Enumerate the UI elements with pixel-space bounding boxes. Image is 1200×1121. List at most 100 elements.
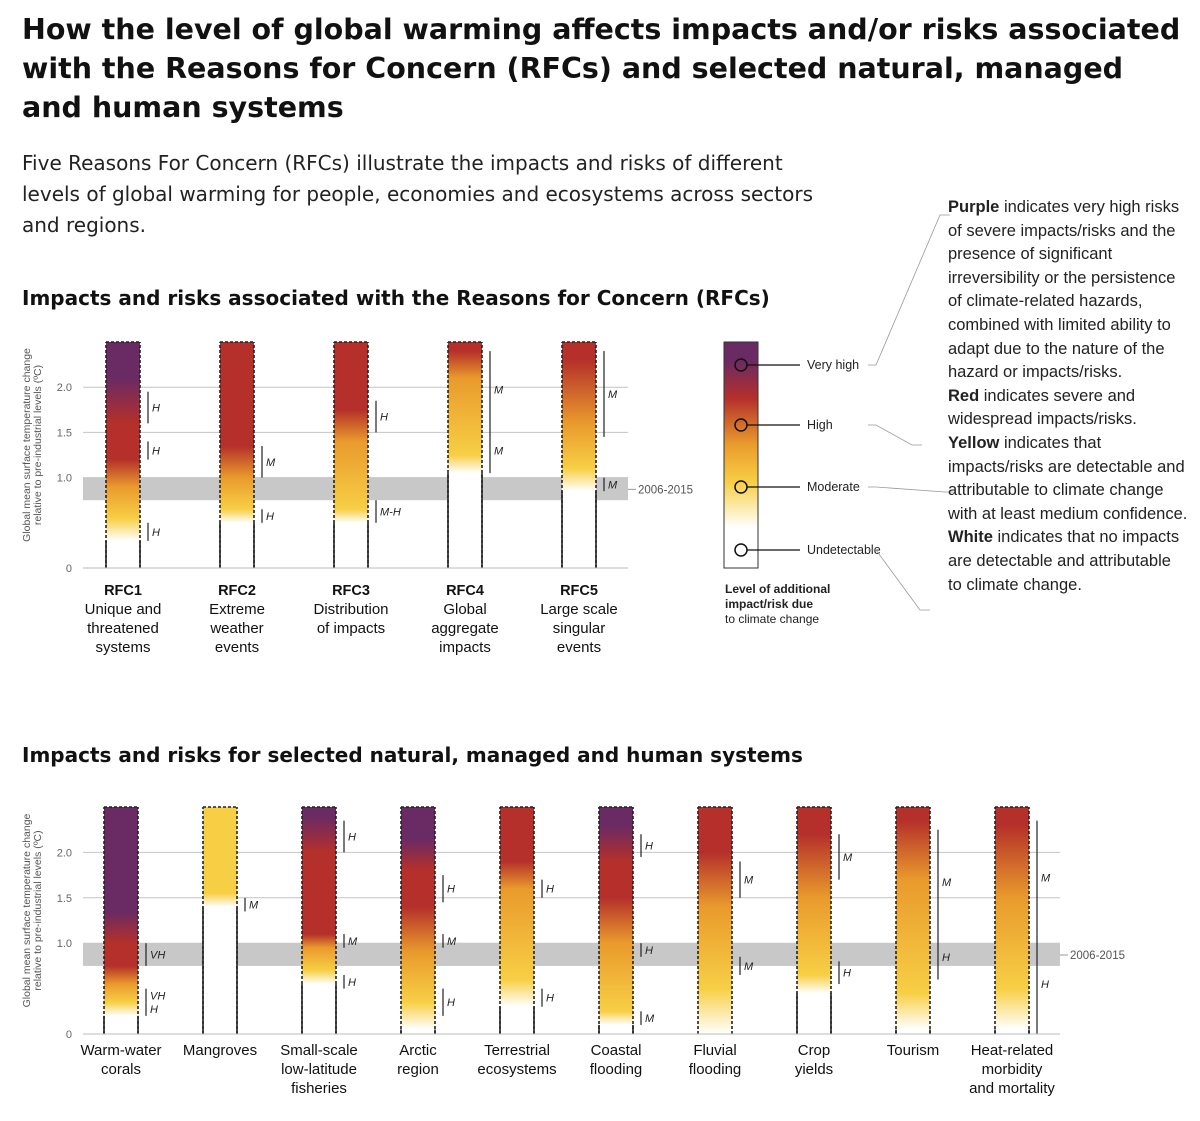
category-label: Arctic xyxy=(399,1042,437,1059)
legend-connector xyxy=(868,549,930,611)
risk-bar-fill xyxy=(448,342,482,568)
risk-bar-system-2: M xyxy=(202,806,259,1034)
risk-bar-system-1: H VH VH xyxy=(103,806,165,1034)
confidence-label: H xyxy=(942,952,950,964)
category-label: Tourism xyxy=(887,1042,940,1059)
confidence-label: H xyxy=(152,445,160,457)
category-label: Warm-water xyxy=(80,1042,161,1059)
risk-bar-system-5: HH xyxy=(499,806,554,1034)
confidence-label: M xyxy=(843,852,853,864)
legend-description: indicates very high risks of severe impa… xyxy=(948,198,1180,382)
category-label: threatened xyxy=(87,620,159,637)
y-tick-label: 0 xyxy=(66,563,72,575)
risk-bar-system-3: H M H xyxy=(301,806,358,1034)
y-tick-label: 1.0 xyxy=(57,473,72,485)
category-label: and mortality xyxy=(969,1080,1055,1097)
rfc-chart: 2006-2015 0 1.0 1.5 2.0 Global mean surface t… xyxy=(21,341,693,656)
confidence-label: H xyxy=(380,412,388,424)
legend-connector xyxy=(868,486,955,493)
legend-caption: Level of additional xyxy=(725,582,830,596)
category-label: Small-scale xyxy=(280,1042,358,1059)
category-label: low-latitude xyxy=(281,1061,357,1078)
risk-bar-fill xyxy=(500,807,534,1034)
risk-bar-fill xyxy=(599,807,633,1034)
category-label: systems xyxy=(95,639,150,656)
risk-level-legend: Very high High Moderate Undetectable Level o… xyxy=(723,214,955,626)
confidence-label: H xyxy=(152,403,160,415)
category-label: morbidity xyxy=(982,1061,1043,1078)
confidence-label: M xyxy=(608,479,618,491)
band-label: 2006-2015 xyxy=(638,484,693,496)
category-label: singular xyxy=(553,620,606,637)
risk-bar-fill xyxy=(302,807,336,1034)
legend-caption: impact/risk due xyxy=(725,597,813,611)
confidence-label: M xyxy=(744,875,754,887)
risk-bar-system-9: HM xyxy=(895,806,952,1034)
legend-term: Red xyxy=(948,386,980,405)
confidence-label: H xyxy=(150,1004,158,1016)
risk-bar-system-6: M H H xyxy=(598,806,655,1034)
category-label: yields xyxy=(795,1061,833,1078)
legend-note-item: Yellow indicates that impacts/risks are … xyxy=(948,432,1188,526)
confidence-label: VH xyxy=(150,990,165,1002)
confidence-label: H xyxy=(447,884,455,896)
y-axis-label: relative to pre-industrial levels (ºC) xyxy=(32,365,44,525)
y-axis-label: relative to pre-industrial levels (ºC) xyxy=(32,830,44,990)
confidence-label: M xyxy=(494,445,504,457)
category-label: fisheries xyxy=(291,1080,347,1097)
risk-bar-rfc4: MM xyxy=(447,341,504,568)
category-label: Heat-related xyxy=(971,1042,1054,1059)
category-label: Mangroves xyxy=(183,1042,257,1059)
category-code: RFC5 xyxy=(560,583,598,599)
confidence-label: M xyxy=(1041,872,1051,884)
confidence-label: H xyxy=(1041,979,1049,991)
confidence-label: M xyxy=(447,936,457,948)
category-label: Distribution xyxy=(313,601,388,618)
confidence-label: H xyxy=(645,945,653,957)
legend-description: indicates that impacts/risks are detecta… xyxy=(948,433,1188,523)
category-label: Extreme xyxy=(209,601,265,618)
category-code: RFC3 xyxy=(332,583,370,599)
confidence-label: H xyxy=(546,884,554,896)
y-tick-label: 0 xyxy=(66,1029,72,1041)
band-label: 2006-2015 xyxy=(1070,950,1125,962)
legend-level-label: Undetectable xyxy=(807,543,881,557)
category-label: region xyxy=(397,1061,439,1078)
y-tick-label: 2.0 xyxy=(57,382,72,394)
category-label: Coastal xyxy=(591,1042,642,1059)
confidence-label: H xyxy=(645,841,653,853)
y-axis-label: Global mean surface temperature change xyxy=(21,348,33,542)
legend-connector xyxy=(868,424,922,446)
risk-bar-fill xyxy=(401,807,435,1034)
category-label: events xyxy=(215,639,259,656)
risk-bar-fill xyxy=(203,807,237,1034)
category-label: aggregate xyxy=(431,620,499,637)
risk-bar-rfc1: H H H xyxy=(105,341,160,568)
legend-level-label: High xyxy=(807,418,833,432)
risk-bar-fill xyxy=(106,342,140,568)
category-label: Fluvial xyxy=(693,1042,736,1059)
legend-level-label: Moderate xyxy=(807,480,860,494)
risk-bar-fill xyxy=(698,807,732,1034)
systems-chart-title: Impacts and risks for selected natural, … xyxy=(22,743,803,767)
confidence-label: H xyxy=(546,993,554,1005)
legend-term: Yellow xyxy=(948,433,1000,452)
risk-bar-system-4: H M H xyxy=(400,806,457,1034)
risk-bar-fill xyxy=(220,342,254,568)
category-code: RFC1 xyxy=(104,583,142,599)
legend-gradient-bar xyxy=(723,341,759,569)
legend-note-item: Purple indicates very high risks of seve… xyxy=(948,196,1188,385)
legend-description: indicates that no impacts are detectable… xyxy=(948,528,1180,594)
confidence-label: H xyxy=(843,968,851,980)
category-label: Terrestrial xyxy=(484,1042,550,1059)
category-label: flooding xyxy=(689,1061,742,1078)
category-label: Global xyxy=(443,601,486,618)
confidence-label: M xyxy=(608,389,618,401)
confidence-label: M xyxy=(266,457,276,469)
confidence-label: M xyxy=(348,936,358,948)
risk-bar-fill xyxy=(896,807,930,1034)
confidence-label: M xyxy=(249,900,259,912)
y-axis-label: Global mean surface temperature change xyxy=(21,813,33,1007)
confidence-label: M-H xyxy=(380,507,401,519)
intro-text: Five Reasons For Concern (RFCs) illustra… xyxy=(22,151,814,237)
